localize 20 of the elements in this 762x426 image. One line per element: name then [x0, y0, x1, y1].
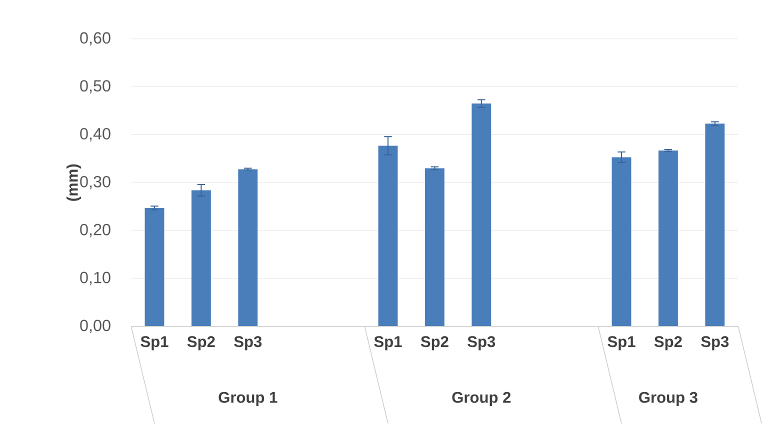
x-tick-label: Sp1	[608, 336, 636, 350]
x-tick-label: Sp2	[654, 336, 682, 350]
x-tick-label: Sp3	[468, 336, 496, 350]
y-tick-label: 0,00	[80, 319, 110, 333]
text: Group 1	[218, 392, 278, 406]
y-axis-title: (mm)	[66, 164, 81, 201]
x-tick-label: Sp3	[701, 336, 729, 350]
y-tick-label: 0,40	[80, 128, 110, 142]
y-tick-label: 0,60	[80, 32, 110, 46]
x-tick-label: Sp1	[374, 336, 402, 350]
y-tick-label: 0,30	[80, 176, 110, 190]
x-tick-label: Sp2	[187, 336, 215, 350]
text: Group 2	[452, 392, 511, 406]
x-tick-label: Sp2	[420, 336, 448, 350]
y-tick-label: 0,10	[80, 272, 110, 285]
x-tick-label: Sp3	[234, 336, 262, 350]
y-tick-label: 0,20	[80, 224, 110, 238]
y-tick-label: 0,50	[80, 80, 110, 94]
x-tick-label: Sp1	[140, 336, 168, 350]
text: Group 3	[639, 392, 698, 406]
